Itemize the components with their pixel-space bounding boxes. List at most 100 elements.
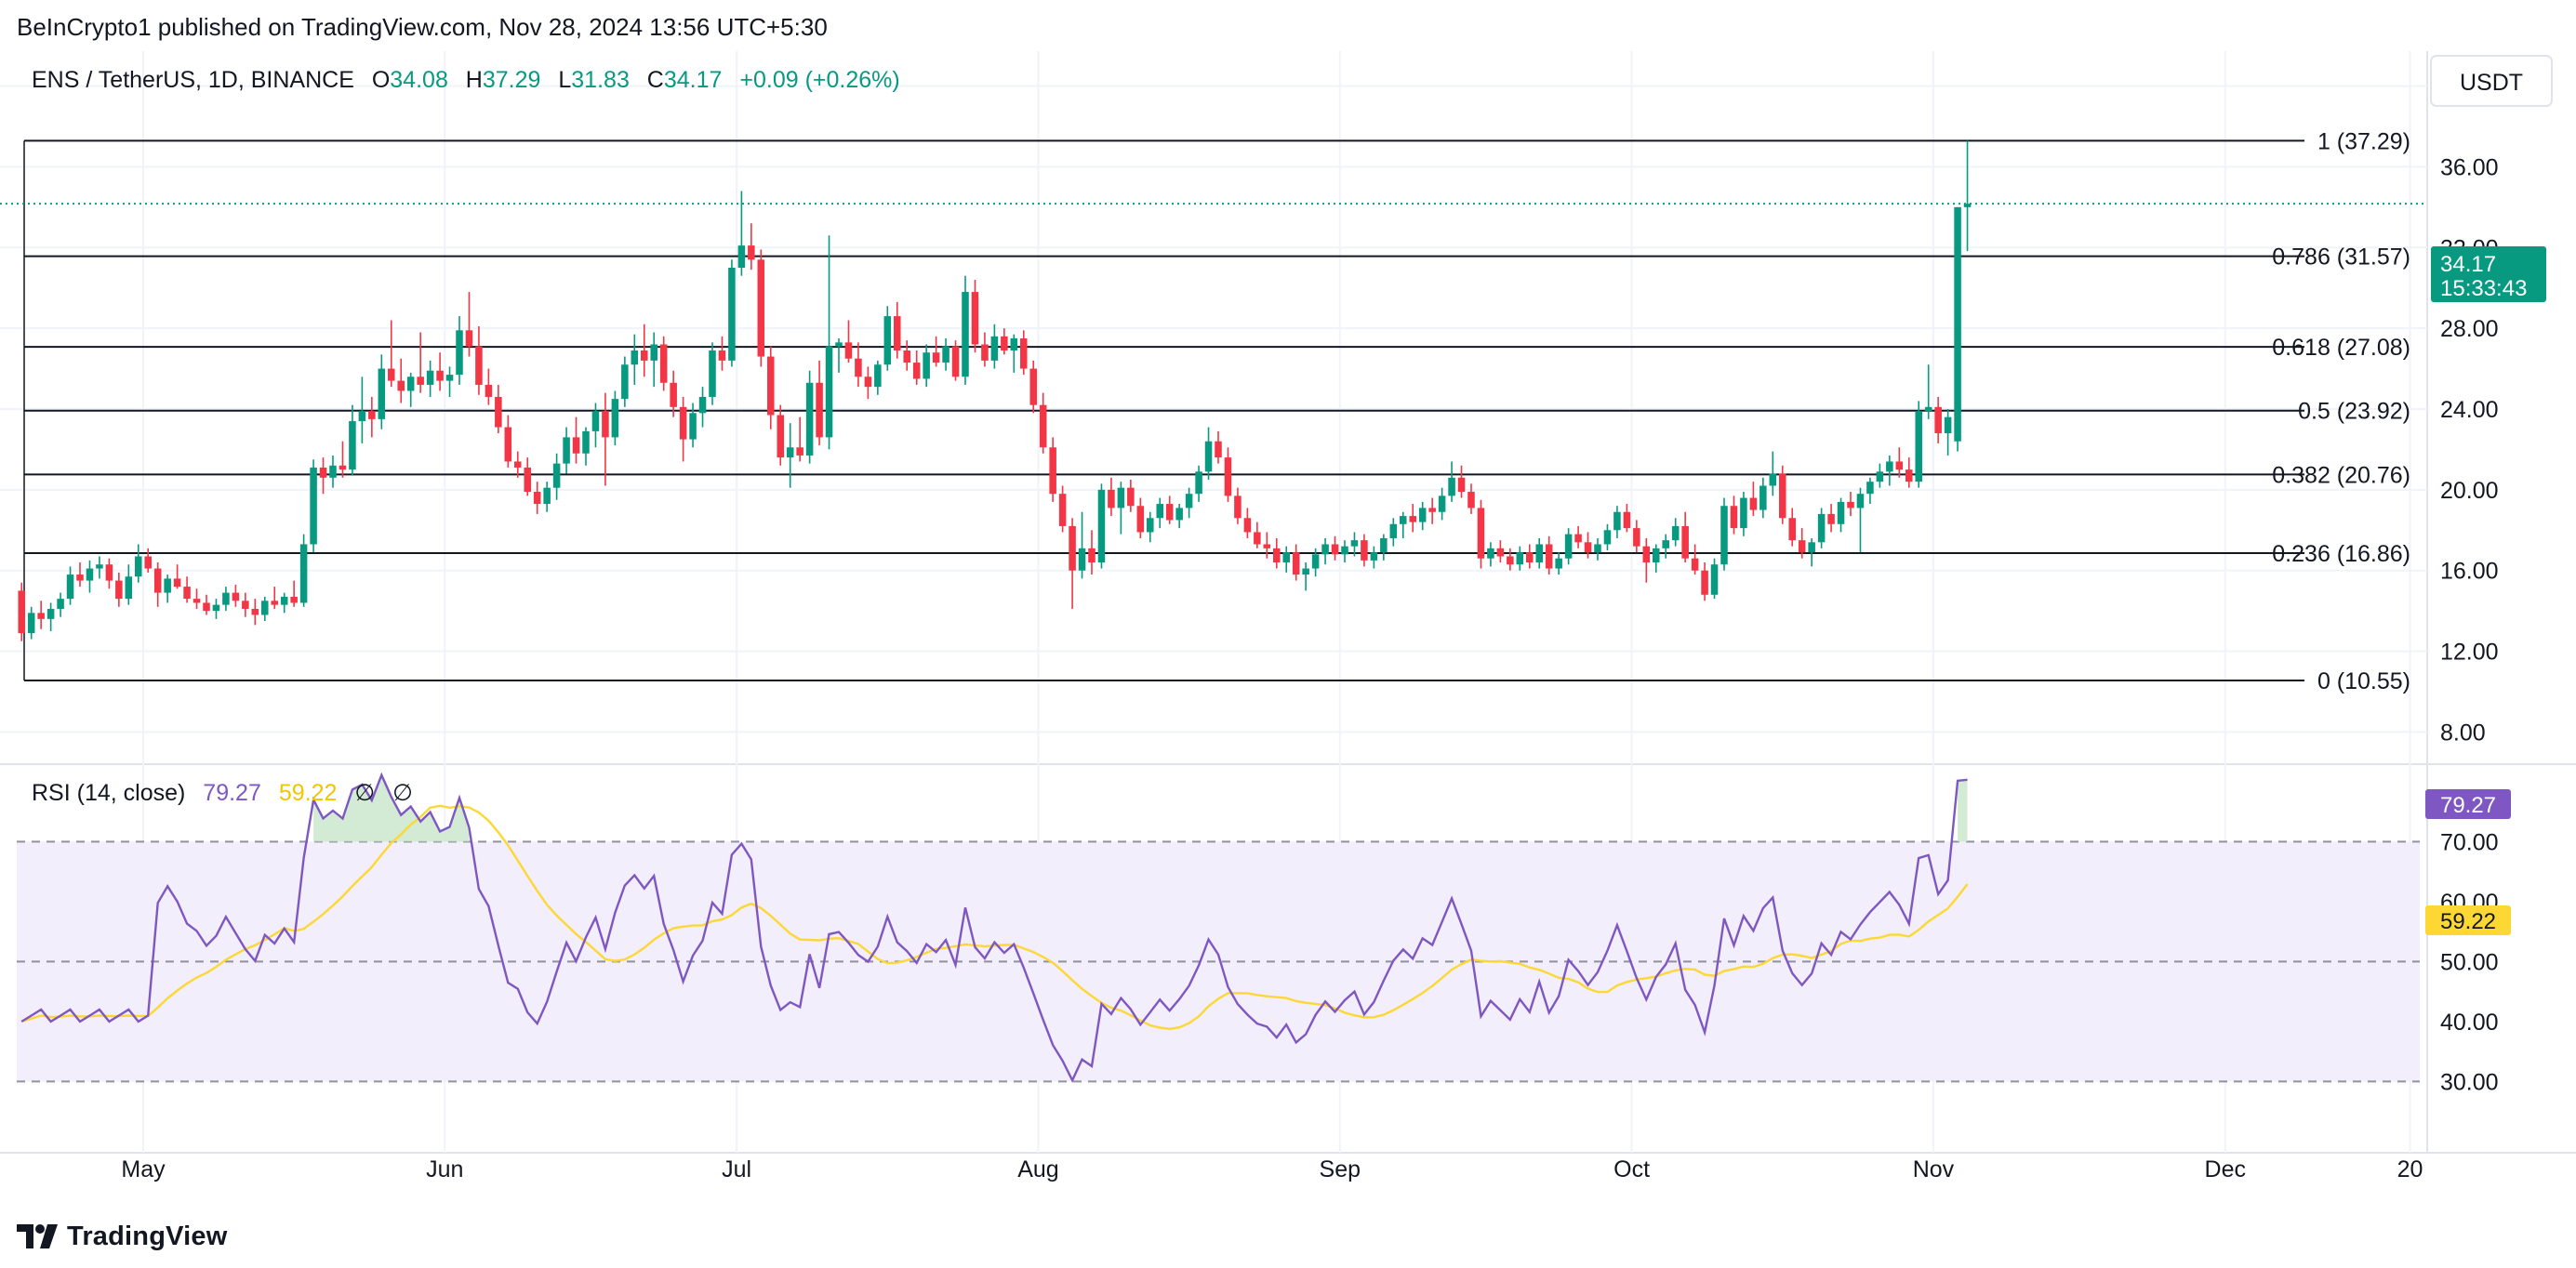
- candle-body[interactable]: [1759, 485, 1767, 510]
- currency-button-box[interactable]: [2430, 55, 2553, 107]
- candle-body[interactable]: [1555, 558, 1562, 569]
- candle-body[interactable]: [855, 358, 862, 377]
- candle-body[interactable]: [173, 578, 181, 588]
- candle-body[interactable]: [1273, 548, 1281, 563]
- candle-body[interactable]: [533, 492, 541, 505]
- symbol-legend[interactable]: ENS / TetherUS, 1D, BINANCE O34.08 H37.2…: [32, 67, 900, 93]
- candle-body[interactable]: [1108, 489, 1115, 509]
- candle-body[interactable]: [310, 467, 317, 545]
- candle-body[interactable]: [1788, 518, 1796, 541]
- candle-body[interactable]: [572, 437, 580, 454]
- candle-body[interactable]: [378, 368, 386, 419]
- candle-body[interactable]: [280, 596, 288, 605]
- candle-body[interactable]: [1701, 570, 1708, 595]
- candle-body[interactable]: [66, 575, 74, 600]
- candle-body[interactable]: [1049, 447, 1056, 495]
- candle-body[interactable]: [912, 363, 921, 379]
- candle-body[interactable]: [1749, 497, 1758, 510]
- candle-body[interactable]: [1117, 487, 1125, 509]
- candle-body[interactable]: [406, 376, 415, 391]
- candle-body[interactable]: [319, 467, 327, 478]
- candle-body[interactable]: [777, 415, 784, 458]
- candle-body[interactable]: [835, 342, 843, 347]
- candle-body[interactable]: [1029, 368, 1037, 405]
- candle-body[interactable]: [1584, 542, 1592, 553]
- candle-body[interactable]: [504, 427, 512, 462]
- candle-body[interactable]: [1886, 461, 1893, 472]
- candle-body[interactable]: [1254, 532, 1261, 545]
- candle-body[interactable]: [1010, 338, 1018, 351]
- candle-body[interactable]: [1837, 501, 1845, 524]
- candle-body[interactable]: [1720, 506, 1728, 565]
- rsi-line[interactable]: [20, 772, 1968, 1083]
- candle-body[interactable]: [602, 411, 609, 438]
- candle-body[interactable]: [144, 556, 152, 569]
- tradingview-logo[interactable]: TradingView: [17, 1218, 228, 1255]
- candle-body[interactable]: [650, 344, 657, 361]
- candle-body[interactable]: [1039, 404, 1047, 448]
- candle-body[interactable]: [1438, 495, 1446, 512]
- candle-body[interactable]: [903, 350, 910, 363]
- candle-body[interactable]: [290, 596, 298, 603]
- candle-body[interactable]: [1924, 406, 1932, 412]
- candle-body[interactable]: [426, 370, 434, 385]
- candle-body[interactable]: [1204, 441, 1213, 472]
- candle-body[interactable]: [1662, 540, 1669, 548]
- candle-body[interactable]: [767, 356, 775, 416]
- candle-body[interactable]: [514, 461, 522, 468]
- candle-body[interactable]: [135, 556, 142, 577]
- candle-body[interactable]: [611, 399, 619, 438]
- candle-body[interactable]: [1779, 473, 1786, 519]
- candle-body[interactable]: [18, 590, 25, 634]
- candle-body[interactable]: [485, 384, 493, 397]
- candle-body[interactable]: [1215, 441, 1222, 458]
- candle-body[interactable]: [1400, 516, 1407, 524]
- candle-body[interactable]: [962, 292, 969, 377]
- candle-body[interactable]: [1263, 544, 1271, 548]
- candle-body[interactable]: [1681, 525, 1689, 559]
- candle-body[interactable]: [796, 447, 803, 456]
- candle-body[interactable]: [864, 376, 872, 388]
- candle-body[interactable]: [212, 604, 220, 612]
- candle-body[interactable]: [1147, 518, 1154, 533]
- candle-body[interactable]: [1136, 506, 1145, 533]
- candle-body[interactable]: [76, 575, 84, 581]
- candle-body[interactable]: [1370, 552, 1378, 561]
- candle-body[interactable]: [1165, 504, 1174, 521]
- candle-body[interactable]: [981, 344, 989, 361]
- candle-body[interactable]: [698, 396, 707, 414]
- candle-body[interactable]: [86, 568, 94, 581]
- candle-body[interactable]: [1380, 537, 1388, 553]
- candle-body[interactable]: [689, 413, 697, 440]
- candle-body[interactable]: [105, 564, 113, 581]
- candle-body[interactable]: [1507, 556, 1514, 565]
- candle-body[interactable]: [1418, 508, 1427, 522]
- candle-body[interactable]: [115, 580, 123, 600]
- candle-body[interactable]: [1613, 511, 1621, 531]
- candlestick-series[interactable]: [0, 140, 2427, 641]
- candle-body[interactable]: [1671, 525, 1680, 541]
- candle-body[interactable]: [1876, 471, 1884, 482]
- candle-body[interactable]: [524, 467, 531, 493]
- candle-body[interactable]: [1847, 501, 1854, 509]
- candle-body[interactable]: [883, 316, 892, 365]
- candle-body[interactable]: [1428, 508, 1436, 512]
- candle-body[interactable]: [894, 316, 901, 351]
- candle-body[interactable]: [1623, 511, 1631, 529]
- candle-body[interactable]: [844, 342, 853, 359]
- candle-body[interactable]: [1097, 489, 1106, 563]
- candle-body[interactable]: [46, 608, 55, 619]
- candle-body[interactable]: [1633, 528, 1640, 547]
- candle-body[interactable]: [816, 382, 823, 438]
- candle-body[interactable]: [621, 364, 629, 400]
- candle-body[interactable]: [358, 411, 366, 422]
- candle-body[interactable]: [222, 592, 230, 605]
- candle-body[interactable]: [1526, 552, 1534, 563]
- candle-body[interactable]: [1311, 554, 1320, 569]
- candle-body[interactable]: [591, 411, 600, 431]
- candle-body[interactable]: [728, 268, 736, 361]
- candle-body[interactable]: [388, 368, 395, 381]
- candle-body[interactable]: [1127, 487, 1135, 507]
- candle-body[interactable]: [261, 601, 269, 615]
